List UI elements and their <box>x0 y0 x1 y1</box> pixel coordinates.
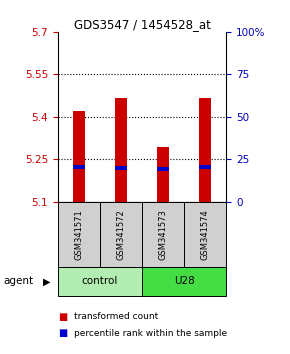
Text: agent: agent <box>3 276 33 286</box>
Bar <box>157 147 169 202</box>
Bar <box>73 165 85 169</box>
Bar <box>157 167 169 171</box>
Bar <box>199 98 211 202</box>
Text: control: control <box>82 276 118 286</box>
Text: transformed count: transformed count <box>74 312 158 321</box>
Text: ■: ■ <box>58 312 67 322</box>
Bar <box>142 202 184 267</box>
Text: ■: ■ <box>58 329 67 338</box>
Bar <box>199 165 211 169</box>
Bar <box>100 202 142 267</box>
Bar <box>58 267 142 296</box>
Bar <box>142 267 226 296</box>
Text: GSM341572: GSM341572 <box>117 209 126 260</box>
Text: GSM341573: GSM341573 <box>159 209 168 260</box>
Text: GSM341574: GSM341574 <box>201 209 210 260</box>
Bar <box>58 202 100 267</box>
Text: GSM341571: GSM341571 <box>75 209 84 260</box>
Title: GDS3547 / 1454528_at: GDS3547 / 1454528_at <box>74 18 211 31</box>
Bar <box>115 166 127 170</box>
Text: percentile rank within the sample: percentile rank within the sample <box>74 329 227 338</box>
Text: ▶: ▶ <box>43 276 51 286</box>
Bar <box>73 111 85 202</box>
Text: U28: U28 <box>174 276 195 286</box>
Bar <box>184 202 226 267</box>
Bar <box>115 98 127 202</box>
